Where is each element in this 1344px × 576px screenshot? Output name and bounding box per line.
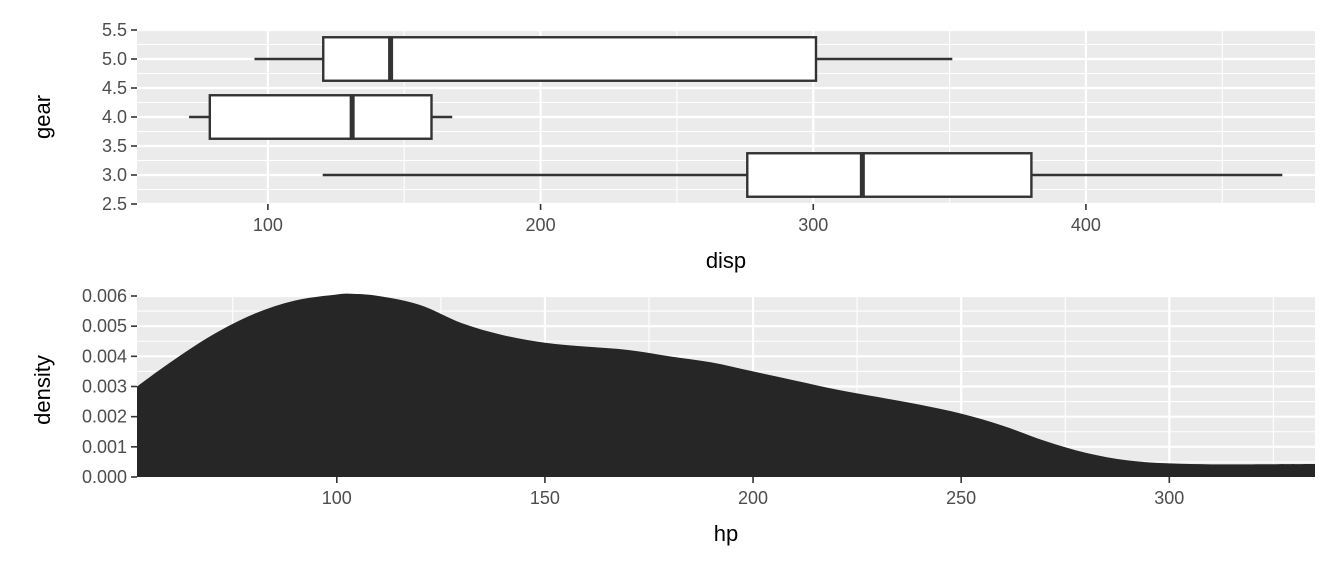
y-tick-label: 0.006 xyxy=(82,286,127,306)
x-tick-label: 300 xyxy=(798,215,828,235)
boxplot-x-axis-title: disp xyxy=(706,248,746,273)
x-tick-label: 150 xyxy=(530,488,560,508)
y-tick-label: 3.0 xyxy=(102,165,127,185)
x-tick-label: 100 xyxy=(253,215,283,235)
y-tick-label: 0.003 xyxy=(82,377,127,397)
y-tick-label: 5.5 xyxy=(102,20,127,40)
y-tick-label: 2.5 xyxy=(102,194,127,214)
x-tick-label: 300 xyxy=(1154,488,1184,508)
x-tick-label: 400 xyxy=(1071,215,1101,235)
y-tick-label: 3.5 xyxy=(102,136,127,156)
boxplot-axes: 100 200 300 400 2.5 3.0 3.5 4.0 4.5 5.0 5.5 xyxy=(102,20,1101,235)
density-chart: 100 150 200 250 300 0.000 0.001 0.002 0.003 0.004… xyxy=(30,286,1315,546)
x-tick-label: 200 xyxy=(526,215,556,235)
density-y-axis-title: density xyxy=(30,355,55,425)
boxplot-y-axis-title: gear xyxy=(30,95,55,139)
x-tick-label: 100 xyxy=(322,488,352,508)
y-tick-label: 4.5 xyxy=(102,78,127,98)
boxplot-boxes xyxy=(189,36,1283,198)
box-iqr xyxy=(322,36,818,82)
y-tick-label: 0.002 xyxy=(82,407,127,427)
x-tick-label: 250 xyxy=(946,488,976,508)
density-x-axis-title: hp xyxy=(714,521,738,546)
density-area xyxy=(137,293,1315,477)
x-tick-label: 200 xyxy=(738,488,768,508)
y-tick-label: 4.0 xyxy=(102,107,127,127)
y-tick-label: 0.000 xyxy=(82,467,127,487)
boxplot-chart: 100 200 300 400 2.5 3.0 3.5 4.0 4.5 5.0 5.5 disp g… xyxy=(30,20,1315,273)
y-tick-label: 0.001 xyxy=(82,437,127,457)
box-iqr xyxy=(746,152,1033,198)
density-axes: 100 150 200 250 300 0.000 0.001 0.002 0.003 0.004… xyxy=(82,286,1184,508)
y-tick-label: 0.005 xyxy=(82,316,127,336)
y-tick-label: 5.0 xyxy=(102,49,127,69)
y-tick-label: 0.004 xyxy=(82,346,127,366)
box-iqr xyxy=(208,94,433,140)
